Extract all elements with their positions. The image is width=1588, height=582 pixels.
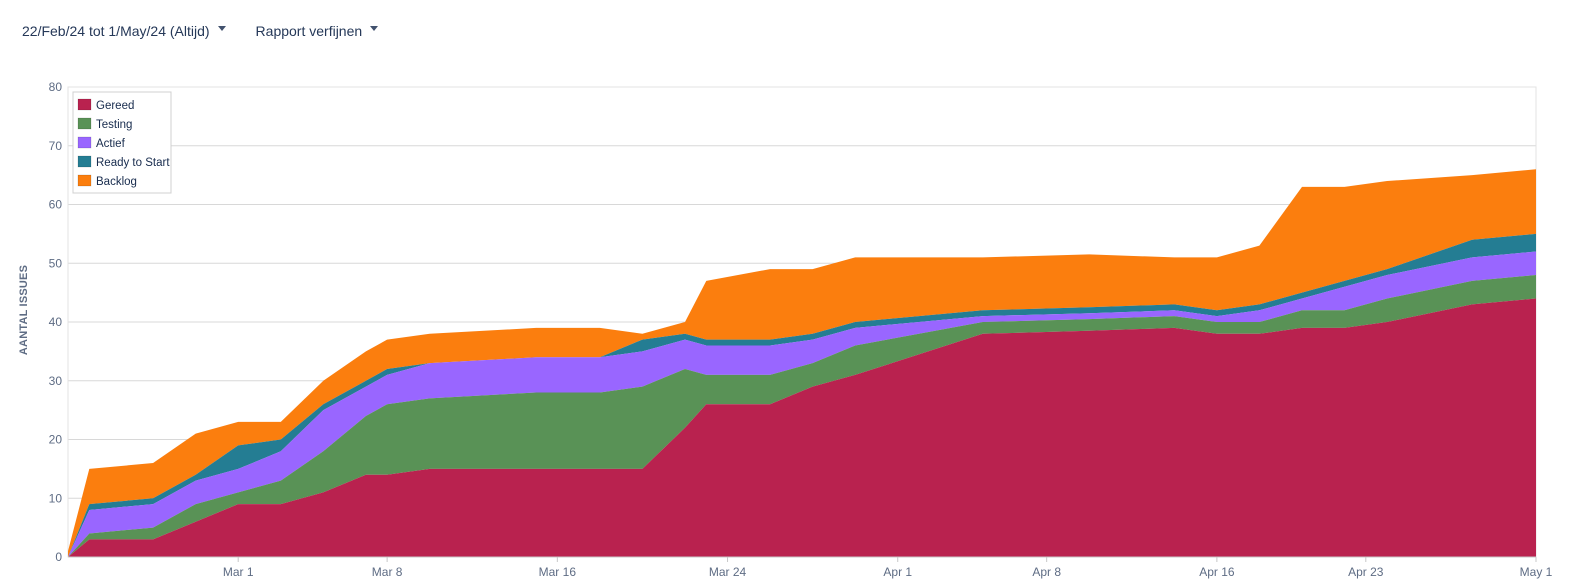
caret-down-icon [217, 25, 226, 31]
x-tick-label: Apr 23 [1348, 565, 1384, 579]
area-actief [68, 251, 1536, 557]
legend-label[interactable]: Gereed [96, 100, 134, 112]
legend-swatch [77, 117, 92, 130]
legend-swatch [77, 155, 92, 168]
refine-report-label: Rapport verfijnen [255, 23, 363, 39]
caret-down-icon [370, 25, 379, 31]
legend-label[interactable]: Testing [96, 119, 132, 131]
area-gereed [68, 298, 1536, 557]
date-range-dropdown[interactable]: 22/Feb/24 tot 1/May/24 (Altijd) [22, 23, 226, 39]
y-tick-label: 20 [49, 433, 63, 447]
axes: 0 10 20 30 40 50 60 70 80 Mar 1 Mar 8 Mar 16 Mar 24 A… [49, 80, 1553, 579]
y-tick-label: 40 [49, 315, 63, 329]
area-backlog [68, 169, 1536, 558]
legend-label[interactable]: Actief [96, 138, 126, 150]
x-tick-label: Mar 24 [709, 565, 747, 579]
x-tick-label: Apr 8 [1032, 565, 1061, 579]
legend-swatch [77, 136, 92, 149]
x-tick-label: Mar 1 [223, 565, 254, 579]
y-tick-label: 70 [49, 139, 63, 153]
series-areas [68, 169, 1536, 558]
legend-label[interactable]: Backlog [96, 176, 137, 188]
legend-swatch [77, 174, 92, 187]
y-tick-label: 10 [49, 491, 63, 505]
y-tick-label: 0 [55, 550, 62, 564]
date-range-label: 22/Feb/24 tot 1/May/24 (Altijd) [22, 23, 210, 39]
x-tick-label: Apr 1 [883, 565, 912, 579]
report-toolbar: 22/Feb/24 tot 1/May/24 (Altijd) Rapport … [22, 20, 379, 42]
x-tick-label: Mar 16 [539, 565, 577, 579]
y-tick-label: 30 [49, 374, 63, 388]
y-tick-label: 80 [49, 80, 63, 94]
legend-swatch [77, 98, 92, 111]
y-tick-label: 60 [49, 198, 63, 212]
legend-label[interactable]: Ready to Start [96, 157, 170, 169]
y-tick-label: 50 [49, 256, 63, 270]
area-testing [68, 275, 1536, 557]
x-tick-label: Mar 8 [372, 565, 403, 579]
refine-report-dropdown[interactable]: Rapport verfijnen [256, 23, 379, 39]
x-tick-label: May 1 [1520, 565, 1553, 579]
legend: Gereed Testing Actief Ready to Start Backlog [72, 91, 172, 194]
x-tick-label: Apr 16 [1199, 565, 1235, 579]
y-axis-title: AANTAL ISSUES [18, 265, 30, 355]
